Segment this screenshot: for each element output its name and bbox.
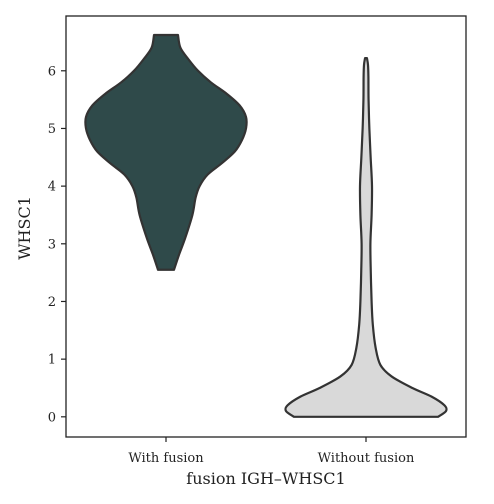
y-axis: 0 1 2 3 4 5 6 [48, 64, 66, 425]
x-tick-label: With fusion [128, 451, 204, 466]
y-tick-label: 1 [48, 353, 56, 368]
violin-with-fusion [84, 33, 248, 271]
violins-layer [84, 33, 448, 418]
x-axis: With fusion Without fusion [128, 437, 415, 466]
y-tick-label: 6 [48, 64, 56, 79]
y-tick-label: 2 [48, 295, 56, 310]
y-tick-label: 3 [48, 237, 56, 252]
y-tick-label: 5 [48, 122, 56, 137]
y-axis-title: WHSC1 [15, 196, 34, 260]
y-tick-label: 4 [48, 180, 56, 195]
plot-frame [65, 15, 467, 438]
violin-without-fusion [284, 57, 448, 418]
x-tick-label: Without fusion [318, 451, 415, 466]
y-tick-label: 0 [48, 410, 56, 425]
x-axis-title: fusion IGH–WHSC1 [186, 469, 345, 488]
